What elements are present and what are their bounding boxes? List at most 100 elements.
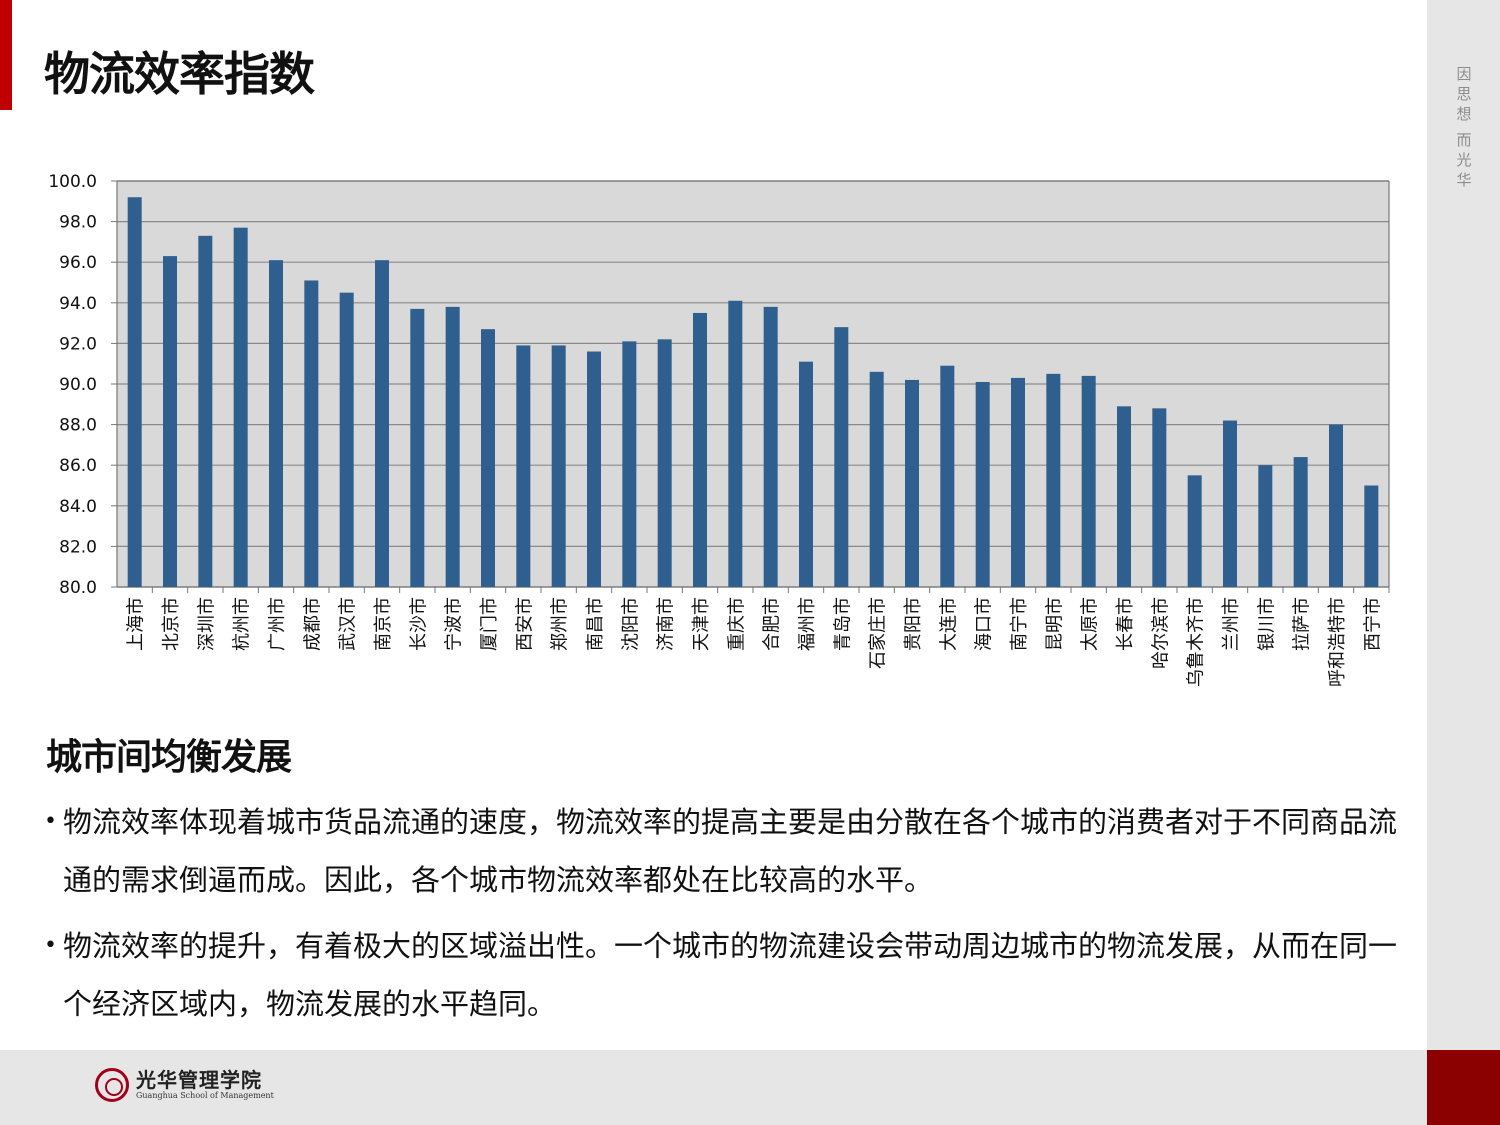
bar [1046,373,1061,587]
bar [516,345,531,587]
bar [869,371,884,587]
bar [1329,424,1343,587]
x-category-label: 宁波市 [444,597,465,651]
section-heading: 城市间均衡发展 [46,737,292,778]
y-tick-label: 94.0 [59,294,97,314]
bar [1223,420,1237,587]
bar [940,365,955,587]
x-category-label: 厦门市 [479,597,500,651]
x-category-label: 银川市 [1256,597,1277,651]
x-category-label: 兰州市 [1221,597,1242,651]
x-category-label: 乌鲁木齐市 [1186,597,1207,687]
title-accent-bar [0,0,12,110]
bar [1011,377,1025,587]
footer-red-block [1427,1050,1500,1125]
bar [375,260,389,587]
x-category-label: 重庆市 [726,597,747,651]
x-category-label: 西安市 [514,597,535,651]
bar [551,345,566,587]
x-category-label: 昆明市 [1044,597,1065,651]
bar [834,327,849,587]
bar [304,280,319,587]
x-category-label: 济南市 [656,597,677,651]
bar [763,306,778,587]
school-seal-icon [95,1068,129,1102]
x-category-label: 南京市 [373,597,394,651]
x-category-label: 海口市 [974,597,995,651]
y-tick-label: 86.0 [59,456,97,476]
slogan-char: 思 [1456,85,1472,103]
y-tick-label: 92.0 [59,334,97,354]
bar [587,351,601,587]
bar [1117,406,1131,587]
bar [339,292,354,587]
bar [1364,485,1379,587]
y-tick-label: 100.0 [48,172,97,192]
side-slogan: 因 思 想 而 光 华 [1452,64,1476,190]
slogan-char: 因 [1456,65,1472,83]
bar [905,379,919,587]
bar [657,339,672,587]
bar [127,197,142,588]
x-category-label: 武汉市 [338,597,359,651]
y-tick-label: 96.0 [59,253,97,273]
bar [1293,457,1308,587]
x-category-label: 上海市 [126,597,147,651]
x-category-label: 贵阳市 [903,597,924,651]
x-category-label: 南昌市 [585,597,606,651]
x-category-label: 哈尔滨市 [1150,597,1171,669]
slogan-char: 华 [1456,171,1472,189]
x-category-label: 合肥市 [762,597,783,651]
x-category-label: 深圳市 [196,597,217,651]
bar [1187,475,1202,587]
y-tick-label: 88.0 [59,416,97,436]
x-category-label: 拉萨市 [1292,597,1313,651]
bar [1152,408,1167,587]
bar [163,256,177,587]
x-category-label: 天津市 [691,597,712,651]
bar [445,306,460,587]
x-category-label: 沈阳市 [620,597,641,651]
x-category-label: 郑州市 [550,597,571,651]
bar [233,227,248,587]
footer-bar [0,1050,1427,1125]
slogan-char: 想 [1456,105,1472,123]
x-category-label: 太原市 [1080,597,1101,651]
bar [198,235,213,587]
x-category-label: 福州市 [797,597,818,651]
bar [410,308,425,587]
x-category-label: 青岛市 [832,597,853,651]
x-category-label: 石家庄市 [868,597,889,669]
bar [975,381,990,587]
bar [1081,375,1096,587]
bar [728,300,743,587]
slide-title: 物流效率指数 [44,47,315,101]
logistics-efficiency-bar-chart: 80.0 82.0 84.0 86.0 88.0 90.0 92.0 94.0 96.0 98.0… [48,172,1390,687]
x-category-label: 杭州市 [232,597,253,651]
bar [1258,465,1273,587]
logo-chinese-name: 光华管理学院 [136,1068,262,1092]
y-tick-label: 98.0 [59,213,97,233]
bar [693,312,707,587]
x-category-label: 成都市 [302,597,323,651]
y-tick-label: 80.0 [59,578,97,598]
bullet-list: 物流效率体现着城市货品流通的速度，物流效率的提高主要是由分散在各个城市的消费者对… [44,793,1414,1041]
school-logo: 光华管理学院 Guanghua School of Management [136,1069,274,1101]
side-panel [1427,0,1500,1050]
x-category-label: 长沙市 [408,597,429,651]
bar [622,341,637,587]
bar [799,361,813,587]
x-category-label: 北京市 [161,597,182,651]
x-category-label: 长春市 [1115,597,1136,651]
x-category-label: 呼和浩特市 [1327,597,1348,687]
logo-english-name: Guanghua School of Management [136,1091,274,1100]
bar [269,260,283,587]
y-tick-label: 90.0 [59,375,97,395]
bar [481,329,495,587]
x-category-label: 广州市 [267,597,288,651]
x-category-label: 大连市 [938,597,959,651]
slogan-char: 光 [1456,151,1472,169]
slogan-char: 而 [1456,131,1472,149]
x-category-label: 南宁市 [1009,597,1030,651]
bullet-item: 物流效率体现着城市货品流通的速度，物流效率的提高主要是由分散在各个城市的消费者对… [44,793,1414,909]
